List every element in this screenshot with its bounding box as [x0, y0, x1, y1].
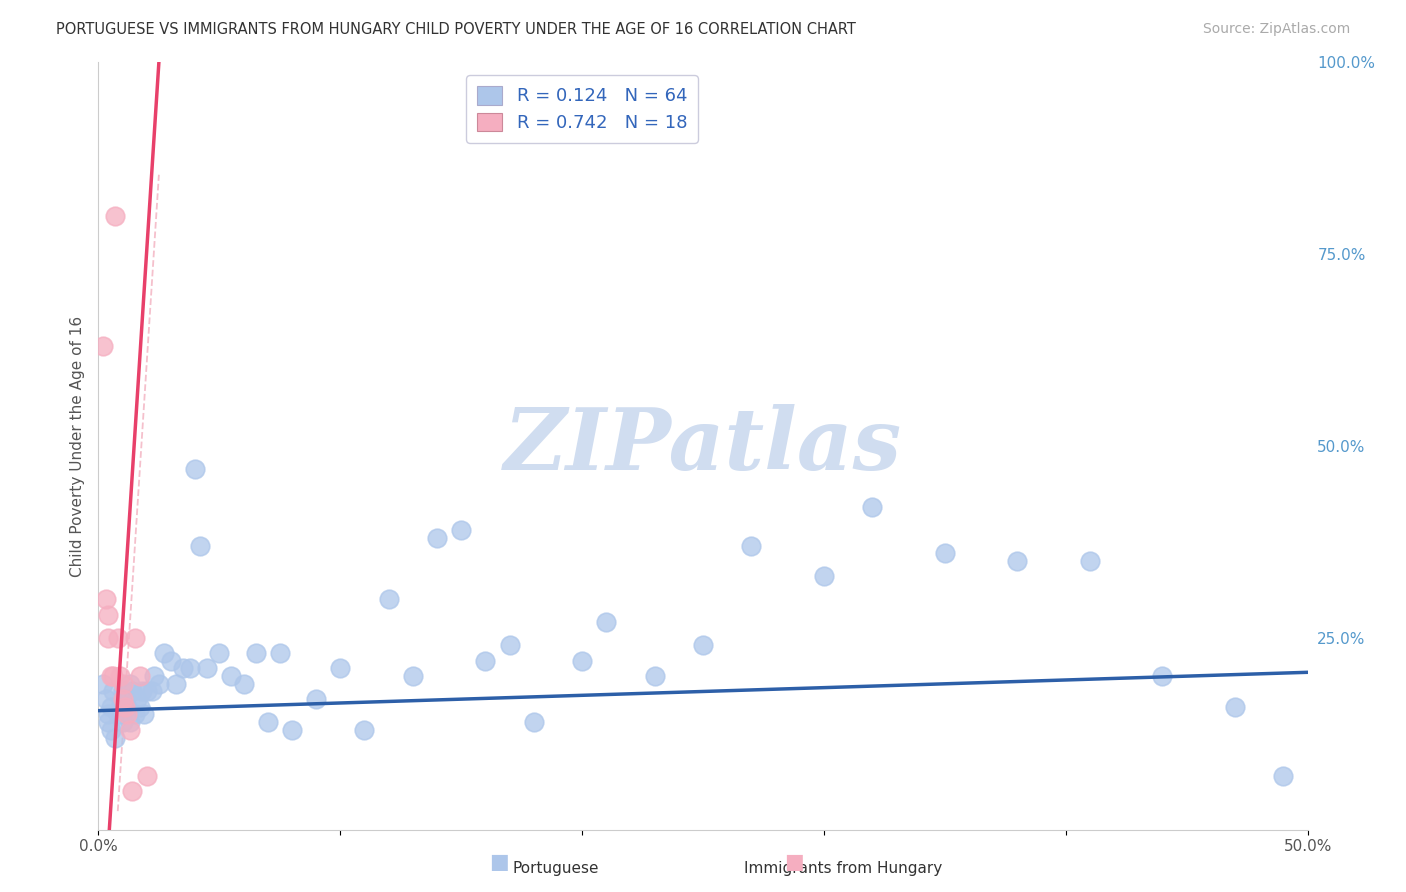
- Point: [111, 715, 134, 730]
- Text: Source: ZipAtlas.com: Source: ZipAtlas.com: [1202, 22, 1350, 37]
- Point: [1007, 554, 1029, 568]
- Point: [118, 715, 141, 730]
- Point: [107, 707, 129, 722]
- Point: [111, 677, 134, 691]
- Point: [1223, 699, 1246, 714]
- Point: [644, 669, 666, 683]
- Point: [860, 500, 883, 515]
- Point: [114, 699, 136, 714]
- Point: [740, 539, 762, 553]
- Point: [134, 707, 156, 722]
- Point: [1152, 669, 1174, 683]
- Point: [94, 592, 117, 607]
- Point: [104, 731, 127, 745]
- Point: [111, 692, 134, 706]
- Point: [117, 699, 139, 714]
- Point: [121, 784, 143, 798]
- Point: [195, 661, 218, 675]
- Text: ■: ■: [489, 853, 509, 872]
- Point: [141, 684, 163, 698]
- Point: [377, 592, 399, 607]
- Point: [135, 684, 157, 698]
- Point: [100, 699, 122, 714]
- Point: [108, 699, 131, 714]
- Point: [135, 769, 157, 783]
- Point: [124, 707, 146, 722]
- Point: [208, 646, 231, 660]
- Point: [107, 631, 129, 645]
- Point: [91, 339, 114, 353]
- Point: [179, 661, 201, 675]
- Point: [402, 669, 425, 683]
- Point: [595, 615, 617, 630]
- Text: ■: ■: [785, 853, 804, 872]
- Y-axis label: Child Poverty Under the Age of 16: Child Poverty Under the Age of 16: [69, 316, 84, 576]
- Point: [100, 669, 122, 683]
- Point: [131, 684, 153, 698]
- Point: [97, 631, 120, 645]
- Point: [165, 677, 187, 691]
- Point: [305, 692, 328, 706]
- Point: [221, 669, 243, 683]
- Point: [128, 669, 150, 683]
- Point: [269, 646, 291, 660]
- Point: [124, 631, 146, 645]
- Point: [813, 569, 835, 583]
- Point: [256, 715, 278, 730]
- Point: [117, 707, 139, 722]
- Point: [152, 646, 174, 660]
- Point: [121, 684, 143, 698]
- Point: [498, 639, 520, 653]
- Point: [245, 646, 267, 660]
- Text: Portuguese: Portuguese: [512, 861, 599, 876]
- Legend: R = 0.124   N = 64, R = 0.742   N = 18: R = 0.124 N = 64, R = 0.742 N = 18: [467, 75, 697, 143]
- Point: [934, 546, 956, 560]
- Point: [184, 462, 207, 476]
- Point: [94, 692, 117, 706]
- Point: [571, 654, 593, 668]
- Point: [329, 661, 352, 675]
- Point: [450, 524, 472, 538]
- Point: [143, 669, 166, 683]
- Point: [97, 607, 120, 622]
- Point: [1078, 554, 1101, 568]
- Point: [108, 669, 131, 683]
- Point: [1272, 769, 1295, 783]
- Point: [97, 707, 120, 722]
- Text: PORTUGUESE VS IMMIGRANTS FROM HUNGARY CHILD POVERTY UNDER THE AGE OF 16 CORRELAT: PORTUGUESE VS IMMIGRANTS FROM HUNGARY CH…: [56, 22, 856, 37]
- Point: [692, 639, 714, 653]
- Point: [232, 677, 254, 691]
- Point: [523, 715, 546, 730]
- Point: [127, 692, 149, 706]
- Point: [474, 654, 496, 668]
- Text: Immigrants from Hungary: Immigrants from Hungary: [744, 861, 943, 876]
- Point: [114, 692, 136, 706]
- Point: [160, 654, 183, 668]
- Point: [101, 669, 124, 683]
- Point: [100, 723, 122, 737]
- Point: [353, 723, 375, 737]
- Point: [118, 677, 141, 691]
- Point: [148, 677, 170, 691]
- Point: [111, 684, 134, 698]
- Point: [426, 531, 449, 545]
- Point: [281, 723, 304, 737]
- Point: [118, 723, 141, 737]
- Point: [101, 684, 124, 698]
- Text: ZIPatlas: ZIPatlas: [503, 404, 903, 488]
- Point: [128, 699, 150, 714]
- Point: [104, 209, 127, 223]
- Point: [188, 539, 211, 553]
- Point: [97, 715, 120, 730]
- Point: [91, 677, 114, 691]
- Point: [172, 661, 194, 675]
